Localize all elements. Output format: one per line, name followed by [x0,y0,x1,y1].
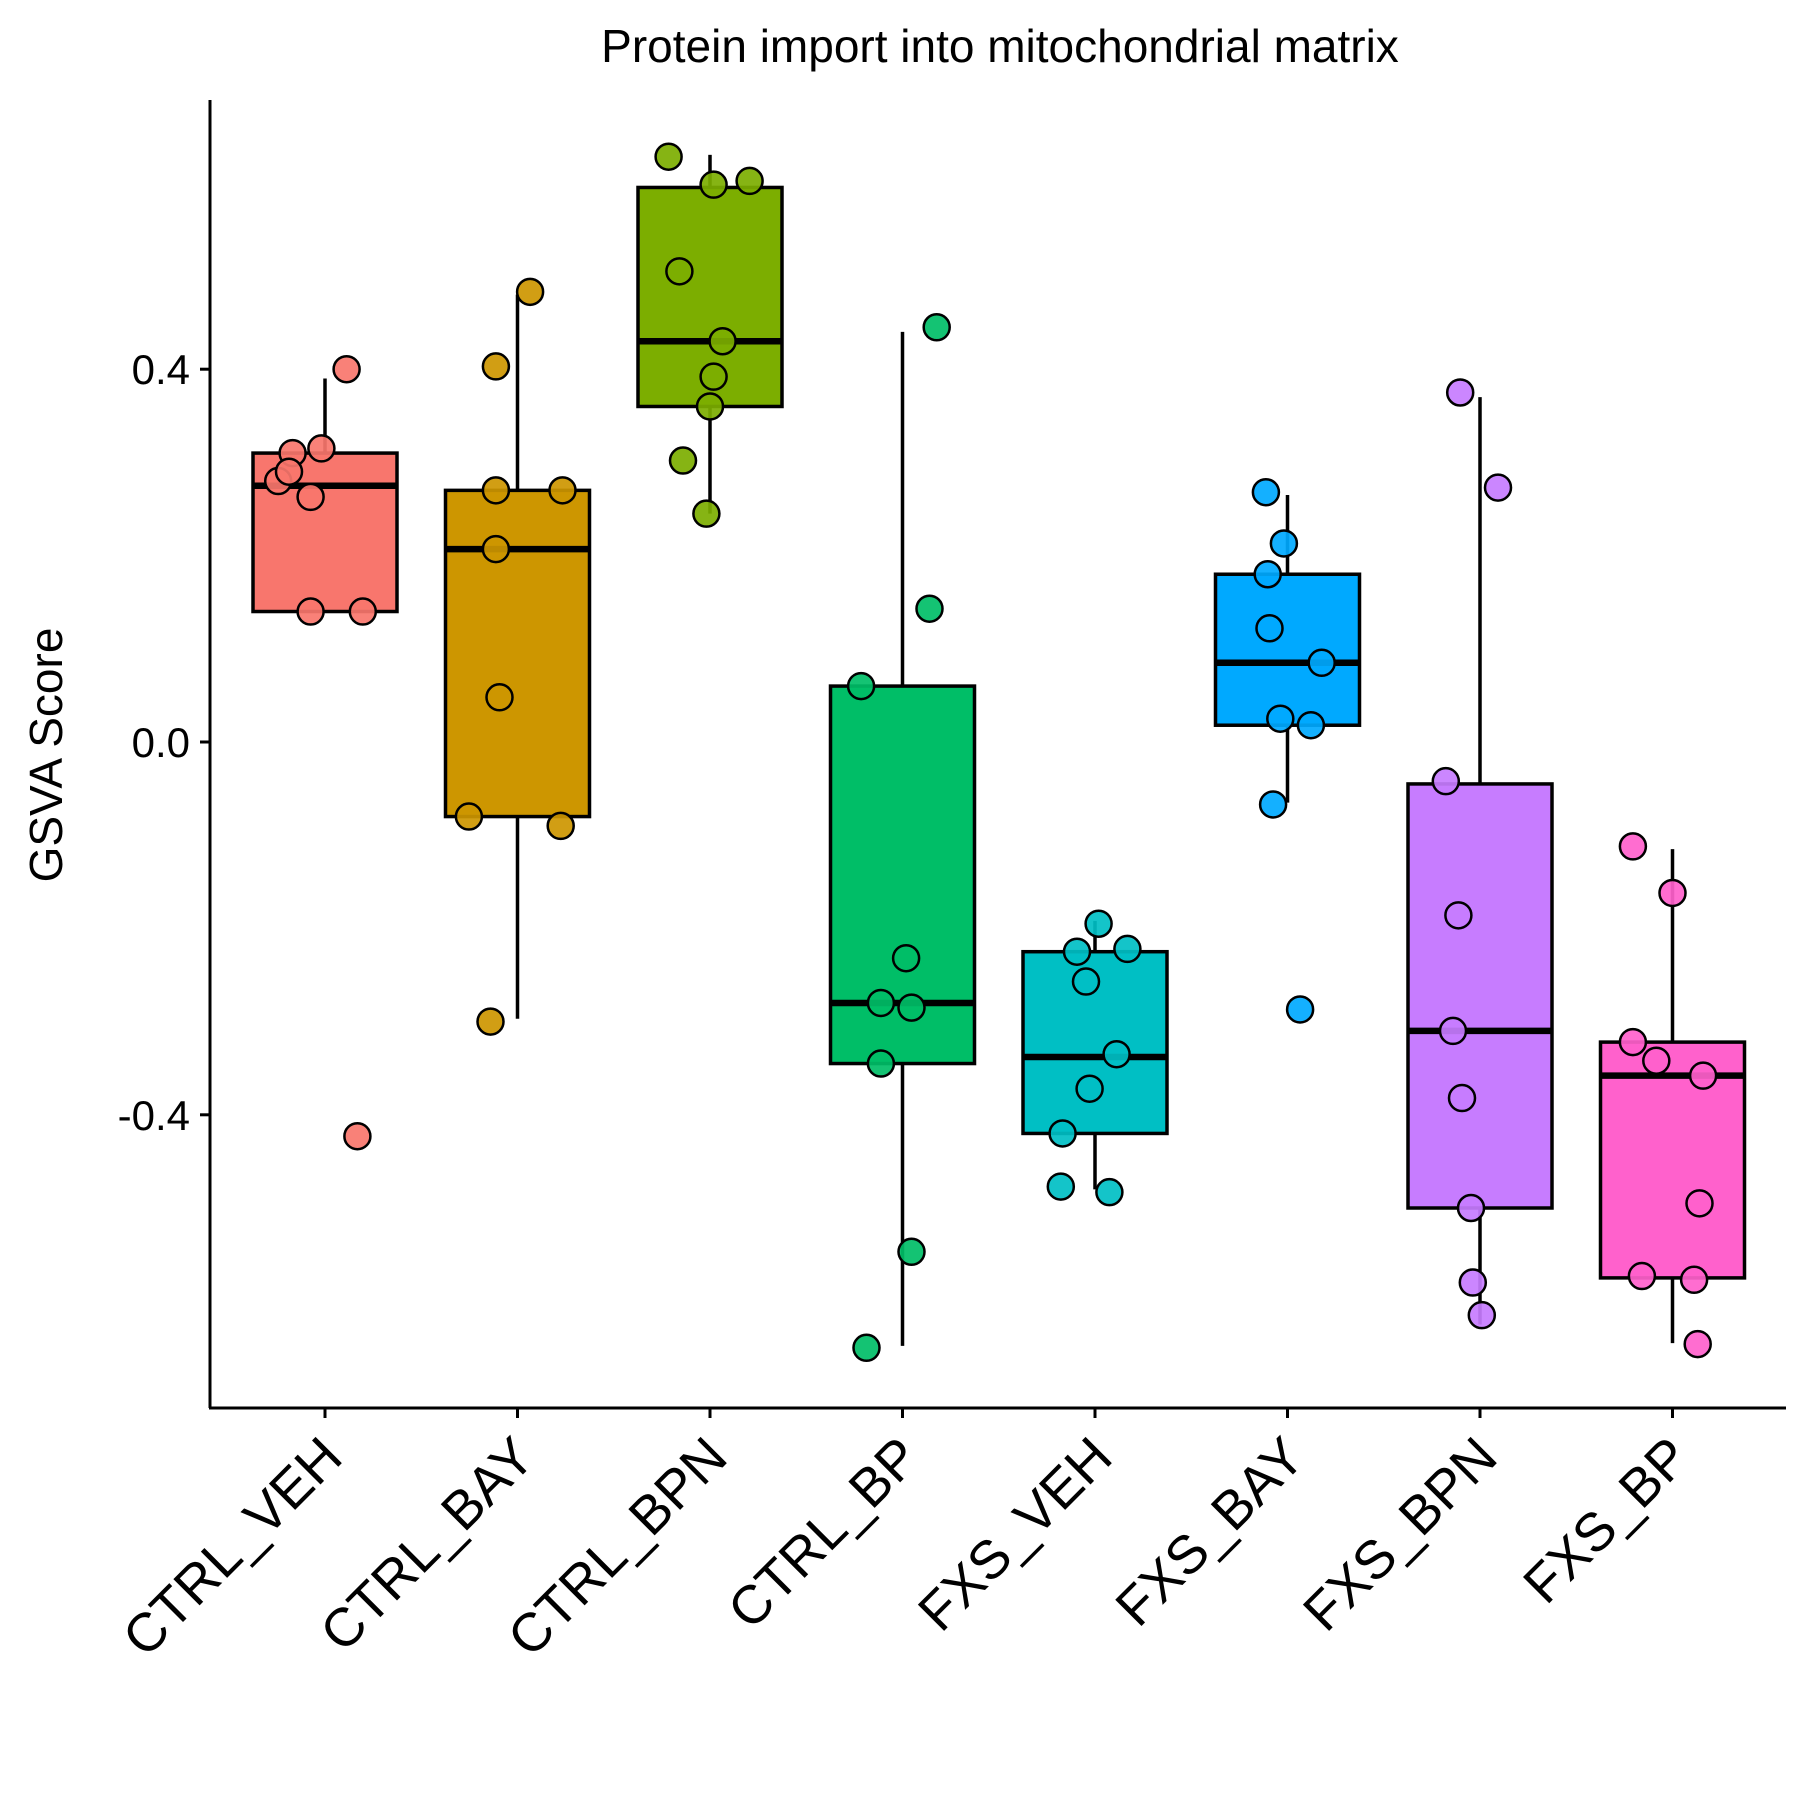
box-group-fxs-bay [1213,477,1362,1024]
box-group-fxs-veh [1021,909,1169,1207]
data-point [1431,766,1461,796]
data-point [1483,473,1513,502]
data-point [866,988,896,1018]
data-point [1642,1046,1671,1075]
data-point [454,802,484,831]
x-tick-label: FXS_BPN [1292,1426,1508,1642]
box [443,488,592,819]
x-tick-label: FXS_BAY [1104,1426,1316,1638]
data-point [481,534,511,564]
data-point [922,313,951,342]
x-axis-ticks: CTRL_VEHCTRL_BAYCTRL_BPNCTRL_BPFXS_VEHFX… [112,1408,1701,1668]
x-tick-label: FXS_VEH [907,1426,1123,1642]
data-point [1658,878,1687,908]
box-group-ctrl-veh [251,354,399,1151]
x-tick-label: CTRL_BP [717,1426,931,1640]
data-point [1102,1039,1131,1069]
data-point [665,257,694,286]
data-point [1071,967,1101,996]
y-axis-ticks: 0.4 0.0 -0.4 [118,346,210,1139]
data-point [1046,1172,1076,1201]
data-point [307,434,336,463]
data-point [699,362,728,391]
data-point [1679,1265,1709,1295]
y-tick-label: 0.0 [132,719,190,766]
data-point [1084,909,1113,938]
data-point [476,1007,505,1036]
data-point [1113,934,1142,964]
box-group-ctrl-bp [828,313,977,1363]
data-point [548,476,577,505]
box [1406,782,1554,1210]
data-point [695,392,725,421]
x-tick-label: CTRL_VEH [112,1426,354,1668]
data-point [546,811,575,841]
data-point [1444,901,1473,930]
data-point [1438,1016,1468,1046]
data-point [1285,995,1315,1024]
x-tick-label: FXS_BP [1512,1426,1701,1615]
data-point [1062,937,1092,966]
data-point [1467,1300,1497,1330]
data-point [692,499,721,528]
box-group-fxs-bp [1598,832,1747,1359]
y-tick-label: 0.4 [132,346,190,393]
data-point [1296,710,1326,740]
data-point [866,1049,896,1078]
data-point [891,943,921,973]
data-point [654,142,683,171]
data-point [1685,1189,1714,1218]
box-group-ctrl-bay [443,277,592,1036]
data-point [1618,832,1648,861]
box [1598,1040,1747,1280]
chart-title: Protein import into mitochondrial matrix [601,20,1399,72]
data-point [915,594,944,623]
data-point [348,597,378,626]
data-point [1255,614,1284,643]
box [1213,572,1362,727]
data-point [515,277,545,307]
data-point [1688,1061,1718,1090]
data-point [1447,1083,1477,1113]
data-point [699,170,728,199]
data-point [1458,1268,1488,1297]
data-point [1253,559,1282,589]
data-point [296,597,325,626]
data-point [852,1333,881,1363]
data-point [481,352,511,381]
data-point [274,457,304,486]
data-point [735,166,764,196]
data-point [1618,1027,1648,1057]
data-point [296,482,325,512]
data-point [1095,1177,1124,1207]
data-point [897,993,926,1022]
data-point [897,1237,926,1267]
data-point [1269,529,1299,558]
data-point [1307,648,1336,678]
y-tick-label: -0.4 [118,1092,190,1139]
data-point [1445,378,1475,407]
data-point [332,354,361,384]
data-point [1048,1119,1077,1148]
data-point [846,671,876,701]
data-point [1266,704,1295,733]
plot-area [251,142,1747,1363]
data-point [1258,790,1288,819]
box-group-ctrl-bpn [636,142,784,528]
y-axis-label: GSVA Score [20,628,72,883]
data-point [1075,1074,1104,1103]
data-point [485,683,514,712]
data-point [1456,1193,1486,1223]
box-group-fxs-bpn [1406,378,1554,1330]
data-point [668,446,698,475]
data-point [708,326,737,356]
data-point [481,476,511,505]
data-point [1627,1261,1657,1291]
data-point [1683,1329,1712,1359]
data-point [1251,477,1281,507]
data-point [343,1121,372,1151]
